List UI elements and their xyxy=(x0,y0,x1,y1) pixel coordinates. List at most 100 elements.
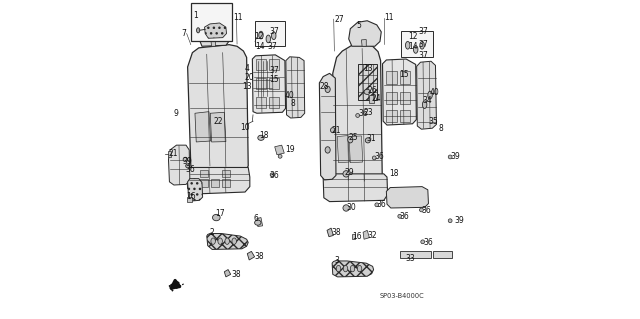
Text: 2: 2 xyxy=(210,228,214,237)
Text: 30: 30 xyxy=(346,203,356,212)
Ellipse shape xyxy=(259,31,263,39)
Ellipse shape xyxy=(186,164,189,168)
Bar xyxy=(253,61,272,96)
Text: 24: 24 xyxy=(372,94,381,103)
Text: 5: 5 xyxy=(356,21,362,30)
Ellipse shape xyxy=(211,238,216,244)
Ellipse shape xyxy=(232,238,236,244)
Bar xyxy=(358,64,378,100)
Text: 19: 19 xyxy=(285,145,294,154)
Polygon shape xyxy=(199,21,230,46)
Bar xyxy=(400,110,410,122)
Text: 38: 38 xyxy=(231,270,241,279)
Ellipse shape xyxy=(420,41,424,49)
Bar xyxy=(369,95,374,103)
Polygon shape xyxy=(327,228,333,237)
Polygon shape xyxy=(387,187,428,208)
Bar xyxy=(400,251,431,258)
Polygon shape xyxy=(275,145,284,155)
Ellipse shape xyxy=(413,46,418,53)
Bar xyxy=(387,110,397,122)
Bar xyxy=(256,59,266,70)
Bar xyxy=(191,3,232,41)
Ellipse shape xyxy=(325,147,330,153)
Polygon shape xyxy=(319,73,336,180)
Polygon shape xyxy=(286,57,305,118)
Ellipse shape xyxy=(356,114,360,117)
Polygon shape xyxy=(188,179,203,201)
Polygon shape xyxy=(187,167,250,194)
Text: 37: 37 xyxy=(268,42,277,51)
Bar xyxy=(352,234,355,239)
Polygon shape xyxy=(332,260,374,277)
Ellipse shape xyxy=(398,214,402,218)
Ellipse shape xyxy=(372,156,376,160)
Text: 29: 29 xyxy=(345,168,355,177)
Text: 14: 14 xyxy=(409,42,419,51)
Bar xyxy=(387,92,397,104)
Ellipse shape xyxy=(330,128,335,133)
Ellipse shape xyxy=(406,41,410,49)
Text: 8: 8 xyxy=(438,124,443,133)
Bar xyxy=(256,97,266,108)
Text: 12: 12 xyxy=(408,32,417,41)
Polygon shape xyxy=(211,40,216,46)
Text: 13: 13 xyxy=(242,82,252,91)
Text: 36: 36 xyxy=(358,109,368,118)
Text: 38: 38 xyxy=(255,252,264,261)
Text: 8: 8 xyxy=(291,99,296,108)
Ellipse shape xyxy=(343,265,348,272)
Bar xyxy=(255,21,285,46)
Bar xyxy=(269,59,278,70)
Text: 23: 23 xyxy=(363,108,372,117)
Text: 18: 18 xyxy=(390,169,399,178)
Text: 36: 36 xyxy=(269,171,278,180)
Polygon shape xyxy=(363,230,369,239)
Polygon shape xyxy=(195,112,211,142)
Text: 4: 4 xyxy=(245,64,250,73)
Bar xyxy=(269,78,278,89)
Text: 39: 39 xyxy=(182,157,192,166)
Text: 7: 7 xyxy=(181,29,186,38)
Polygon shape xyxy=(224,270,230,277)
Text: 11: 11 xyxy=(233,13,243,22)
Ellipse shape xyxy=(271,32,276,40)
Ellipse shape xyxy=(375,203,379,207)
Text: 36: 36 xyxy=(422,206,431,215)
Text: 10: 10 xyxy=(240,123,250,132)
Bar xyxy=(400,71,410,84)
Text: 16: 16 xyxy=(186,192,196,201)
Text: 33: 33 xyxy=(406,254,415,263)
Polygon shape xyxy=(349,21,381,46)
Text: 40: 40 xyxy=(284,91,294,100)
Text: 37: 37 xyxy=(269,27,278,36)
Ellipse shape xyxy=(365,138,371,143)
Polygon shape xyxy=(257,218,262,226)
Text: 13: 13 xyxy=(364,64,373,73)
Polygon shape xyxy=(337,136,349,163)
Text: 31: 31 xyxy=(366,134,376,143)
Text: 3: 3 xyxy=(335,256,340,265)
Polygon shape xyxy=(205,23,227,38)
Text: 20: 20 xyxy=(244,73,253,82)
Ellipse shape xyxy=(357,265,362,272)
Text: 37: 37 xyxy=(269,66,278,75)
Polygon shape xyxy=(247,251,255,260)
Polygon shape xyxy=(323,174,388,202)
Text: 14: 14 xyxy=(255,42,265,51)
Text: 1: 1 xyxy=(193,11,198,20)
Text: 39: 39 xyxy=(450,152,460,161)
Bar xyxy=(256,78,266,89)
Text: 36: 36 xyxy=(400,212,410,221)
Text: 11: 11 xyxy=(384,13,394,22)
Ellipse shape xyxy=(196,28,200,33)
Text: 36: 36 xyxy=(186,165,195,174)
Bar xyxy=(200,170,209,177)
Ellipse shape xyxy=(183,157,188,162)
Polygon shape xyxy=(252,55,285,113)
Polygon shape xyxy=(333,44,382,182)
Ellipse shape xyxy=(266,35,271,43)
Text: 32: 32 xyxy=(367,231,377,240)
Polygon shape xyxy=(211,112,226,142)
Text: 15: 15 xyxy=(269,75,278,84)
